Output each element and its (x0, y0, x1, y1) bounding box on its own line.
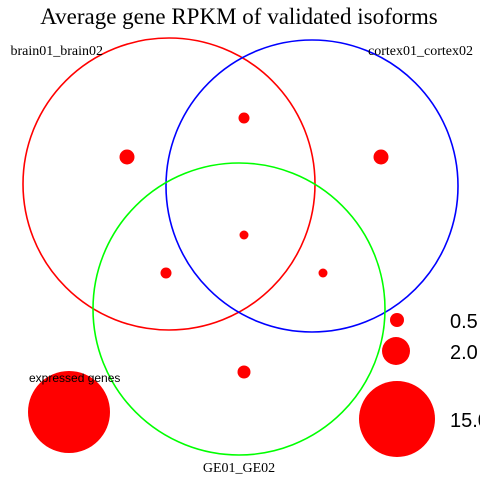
legend-bubble-medium (382, 337, 410, 365)
region-marker-cortex-only (373, 149, 389, 165)
legend-bubble-small (390, 313, 404, 327)
legend-label-large: 15.0 (450, 410, 480, 432)
set-label-brain: brain01_brain02 (10, 44, 103, 59)
region-marker-brain-cortex (238, 112, 250, 124)
size-legend: 0.5 2.0 15.0 (359, 311, 480, 457)
expressed-genes-bubble (28, 371, 110, 453)
circle-cortex (165, 39, 459, 333)
legend-bubble-large (359, 381, 435, 457)
region-marker-brain-ge (160, 267, 172, 279)
set-label-ge: GE01_GE02 (203, 461, 275, 476)
set-label-cortex: cortex01_cortex02 (368, 44, 473, 59)
region-marker-brain-only (119, 149, 135, 165)
region-marker-ge-only (237, 365, 251, 379)
expressed-genes-label: expressed genes (29, 371, 120, 385)
circle-ge (92, 162, 386, 456)
legend-label-medium: 2.0 (450, 342, 478, 364)
region-marker-all-three (239, 230, 249, 240)
legend-label-small: 0.5 (450, 311, 478, 333)
region-marker-cortex-ge (318, 268, 328, 278)
diagram-title: Average gene RPKM of validated isoforms (40, 4, 438, 29)
